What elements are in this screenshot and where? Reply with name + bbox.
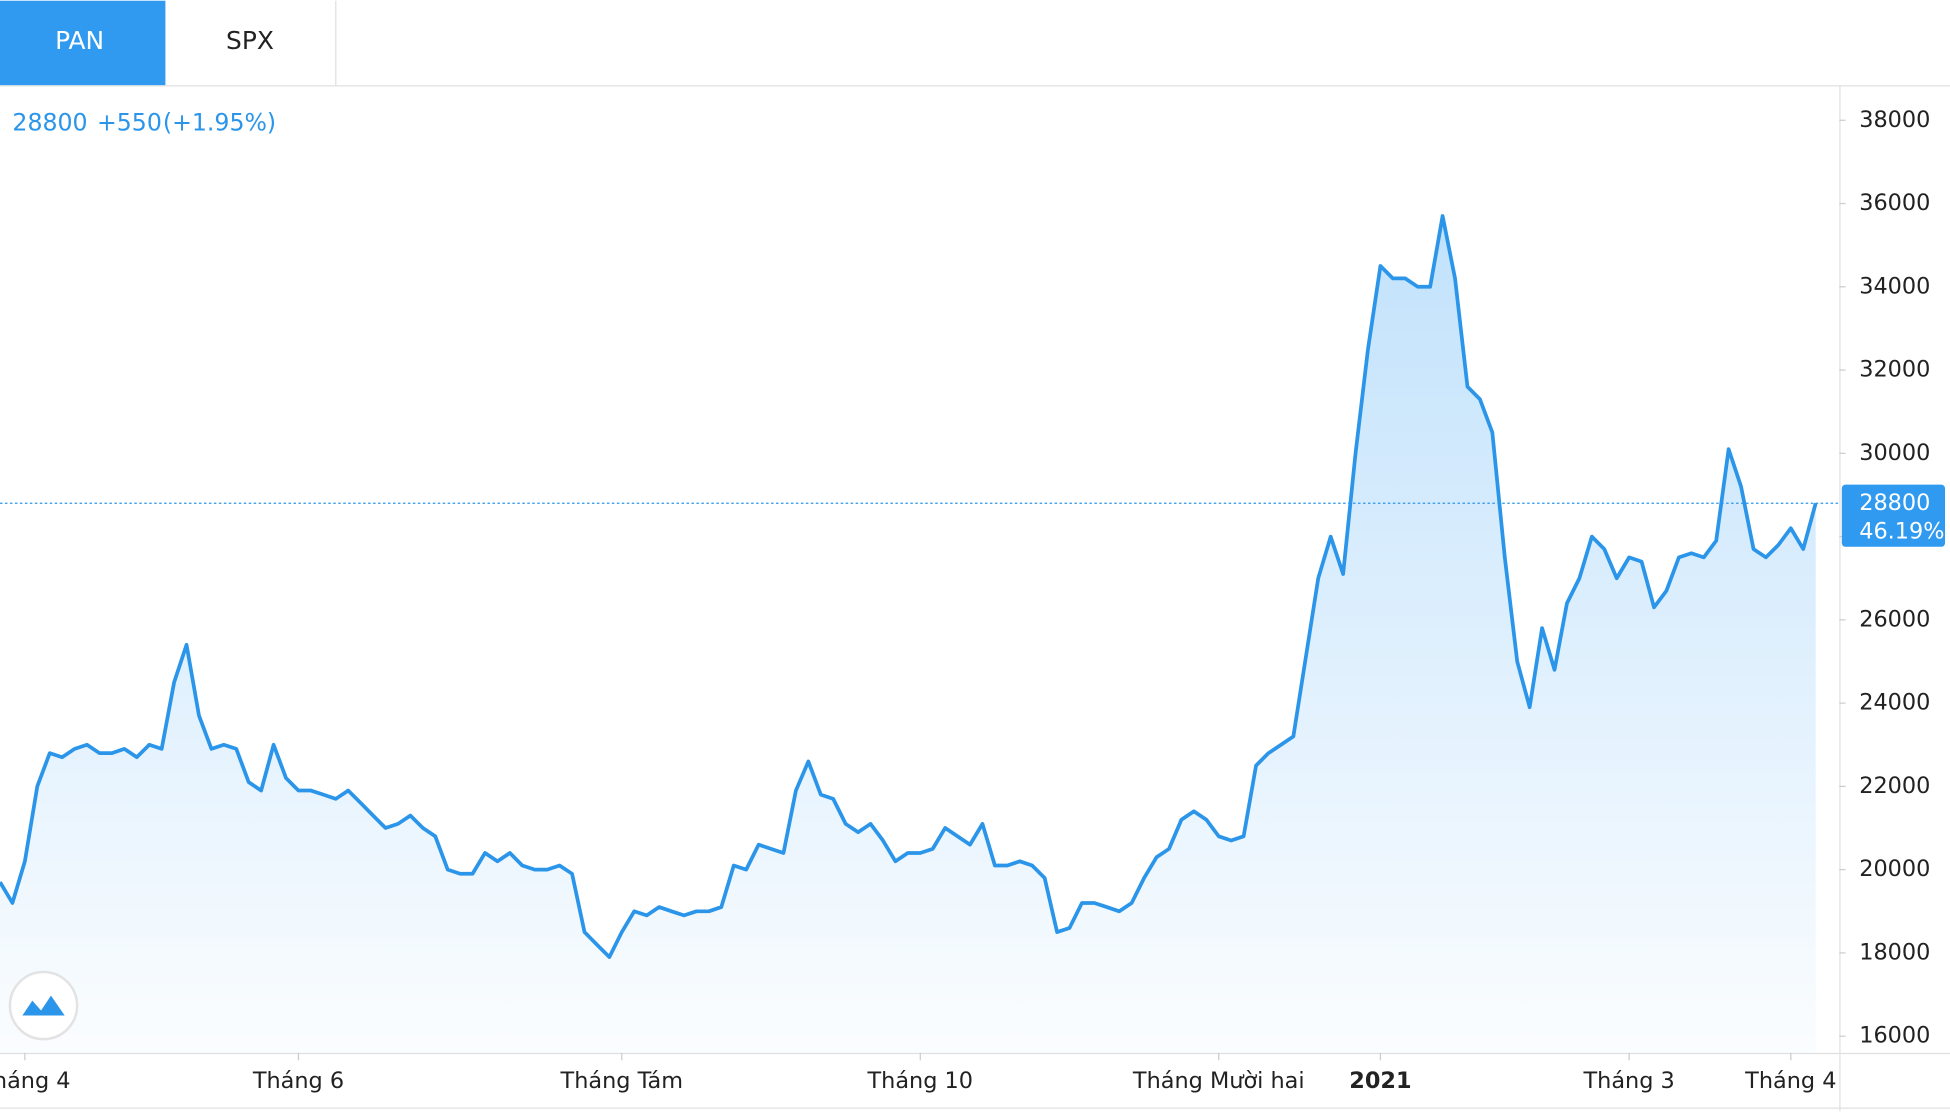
x-tick-label: Tháng 4: [0, 1068, 71, 1094]
price-line: [0, 214, 1818, 959]
plot-area: [0, 214, 1818, 1053]
price-badge: [1841, 484, 1946, 547]
y-tick-label: 26000: [1859, 606, 1930, 632]
y-tick-label: 20000: [1859, 856, 1930, 882]
tab[interactable]: SPX: [226, 26, 274, 55]
tab[interactable]: PAN: [55, 26, 104, 55]
legend-change: +550: [97, 108, 162, 136]
x-tick-label: Tháng 3: [1582, 1068, 1674, 1094]
legend-change-pct: (+1.95%): [163, 108, 276, 136]
y-tick-label: 32000: [1859, 357, 1930, 383]
y-tick-label: 24000: [1859, 690, 1930, 716]
area-fill: [0, 215, 1816, 1053]
y-tick-label: 16000: [1859, 1023, 1930, 1049]
price-badge-pct: 46.19%: [1859, 518, 1944, 544]
tab-active[interactable]: [0, 0, 166, 86]
y-tick-label: 22000: [1859, 773, 1930, 799]
x-tick-label: Tháng Tám: [560, 1068, 684, 1094]
y-tick-label: 38000: [1859, 107, 1930, 133]
x-tick-label: Tháng 10: [867, 1068, 974, 1094]
x-tick-label: 2021: [1349, 1068, 1411, 1094]
logo[interactable]: [8, 970, 79, 1041]
x-tick-label: Tháng 4: [1744, 1068, 1836, 1094]
y-tick-label: 36000: [1859, 190, 1930, 216]
price-badge-value: 28800: [1859, 490, 1930, 516]
y-tick-label: 18000: [1859, 939, 1930, 965]
y-tick-label: 34000: [1859, 273, 1930, 299]
x-tick-label: Tháng 6: [252, 1068, 344, 1094]
legend-price: 28800: [12, 108, 87, 136]
x-tick-label: Tháng Mười hai: [1132, 1068, 1305, 1094]
y-tick-label: 30000: [1859, 440, 1930, 466]
